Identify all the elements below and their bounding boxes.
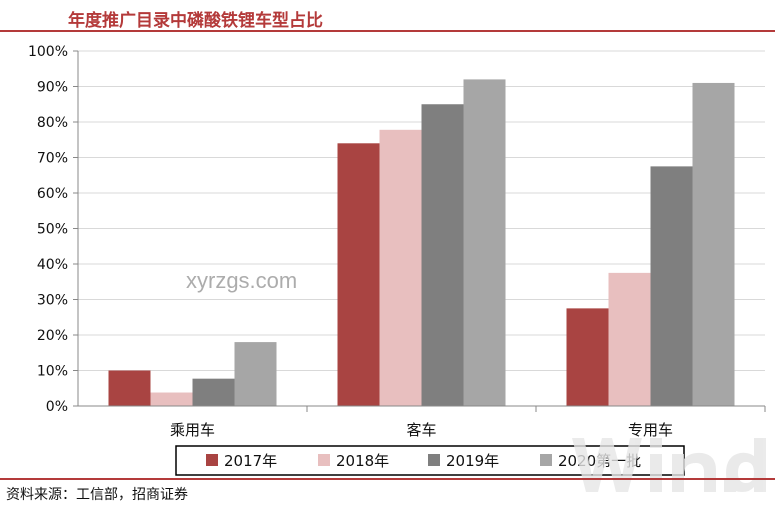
x-tick-label: 专用车 <box>628 421 673 439</box>
bottom-rule <box>0 478 775 480</box>
axis-layer: 0% 10% 20% 30% 40% 50% 60% 70% 80% 90% 100% 乘用车 客车 专用… <box>28 44 766 439</box>
y-tick-label: 50% <box>37 222 68 238</box>
watermark-text: xyrzgs.com <box>186 268 298 293</box>
legend-swatch <box>318 454 330 466</box>
y-tick-label: 100% <box>28 44 68 60</box>
bar-2-series-1 <box>337 143 380 407</box>
legend-swatch <box>428 454 440 466</box>
bar-2-series-2 <box>379 129 422 406</box>
bar-2-series-3 <box>421 104 464 406</box>
legend-swatch <box>540 454 552 466</box>
chart-svg: 0% 10% 20% 30% 40% 50% 60% 70% 80% 90% 100% 乘用车 客车 专用… <box>28 44 766 476</box>
y-tick-label: 90% <box>37 80 68 96</box>
legend-swatch <box>206 454 218 466</box>
y-tick-label: 40% <box>37 257 68 273</box>
top-rule <box>0 30 775 32</box>
legend-label: 2017年 <box>224 452 277 470</box>
bar-1-series-1 <box>108 370 151 406</box>
bar-1-series-2 <box>150 392 193 406</box>
bar-1-series-3 <box>192 378 235 406</box>
bar-1-series-4 <box>234 342 277 406</box>
bar-3-series-2 <box>608 272 651 406</box>
x-tick-label: 乘用车 <box>170 421 215 439</box>
y-tick-label: 20% <box>37 328 68 344</box>
y-tick-label: 60% <box>37 186 68 202</box>
y-tick-label: 70% <box>37 151 68 167</box>
bar-3-series-4 <box>692 82 735 406</box>
source-note: 资料来源：工信部，招商证券 <box>6 487 188 503</box>
y-tick-label: 10% <box>37 364 68 380</box>
bar-layer <box>108 79 735 407</box>
bar-3-series-1 <box>566 308 609 406</box>
bar-2-series-4 <box>463 79 506 407</box>
chart-title: 年度推广目录中磷酸铁锂车型占比 <box>68 11 323 31</box>
legend-label: 2018年 <box>336 452 389 470</box>
bar-3-series-3 <box>650 166 693 406</box>
y-tick-label: 30% <box>37 293 68 309</box>
x-tick-label: 客车 <box>406 421 436 439</box>
y-tick-label: 0% <box>46 399 68 415</box>
wind-watermark-logo <box>572 438 766 492</box>
legend-label: 2019年 <box>446 452 499 470</box>
y-tick-label: 80% <box>37 115 68 131</box>
